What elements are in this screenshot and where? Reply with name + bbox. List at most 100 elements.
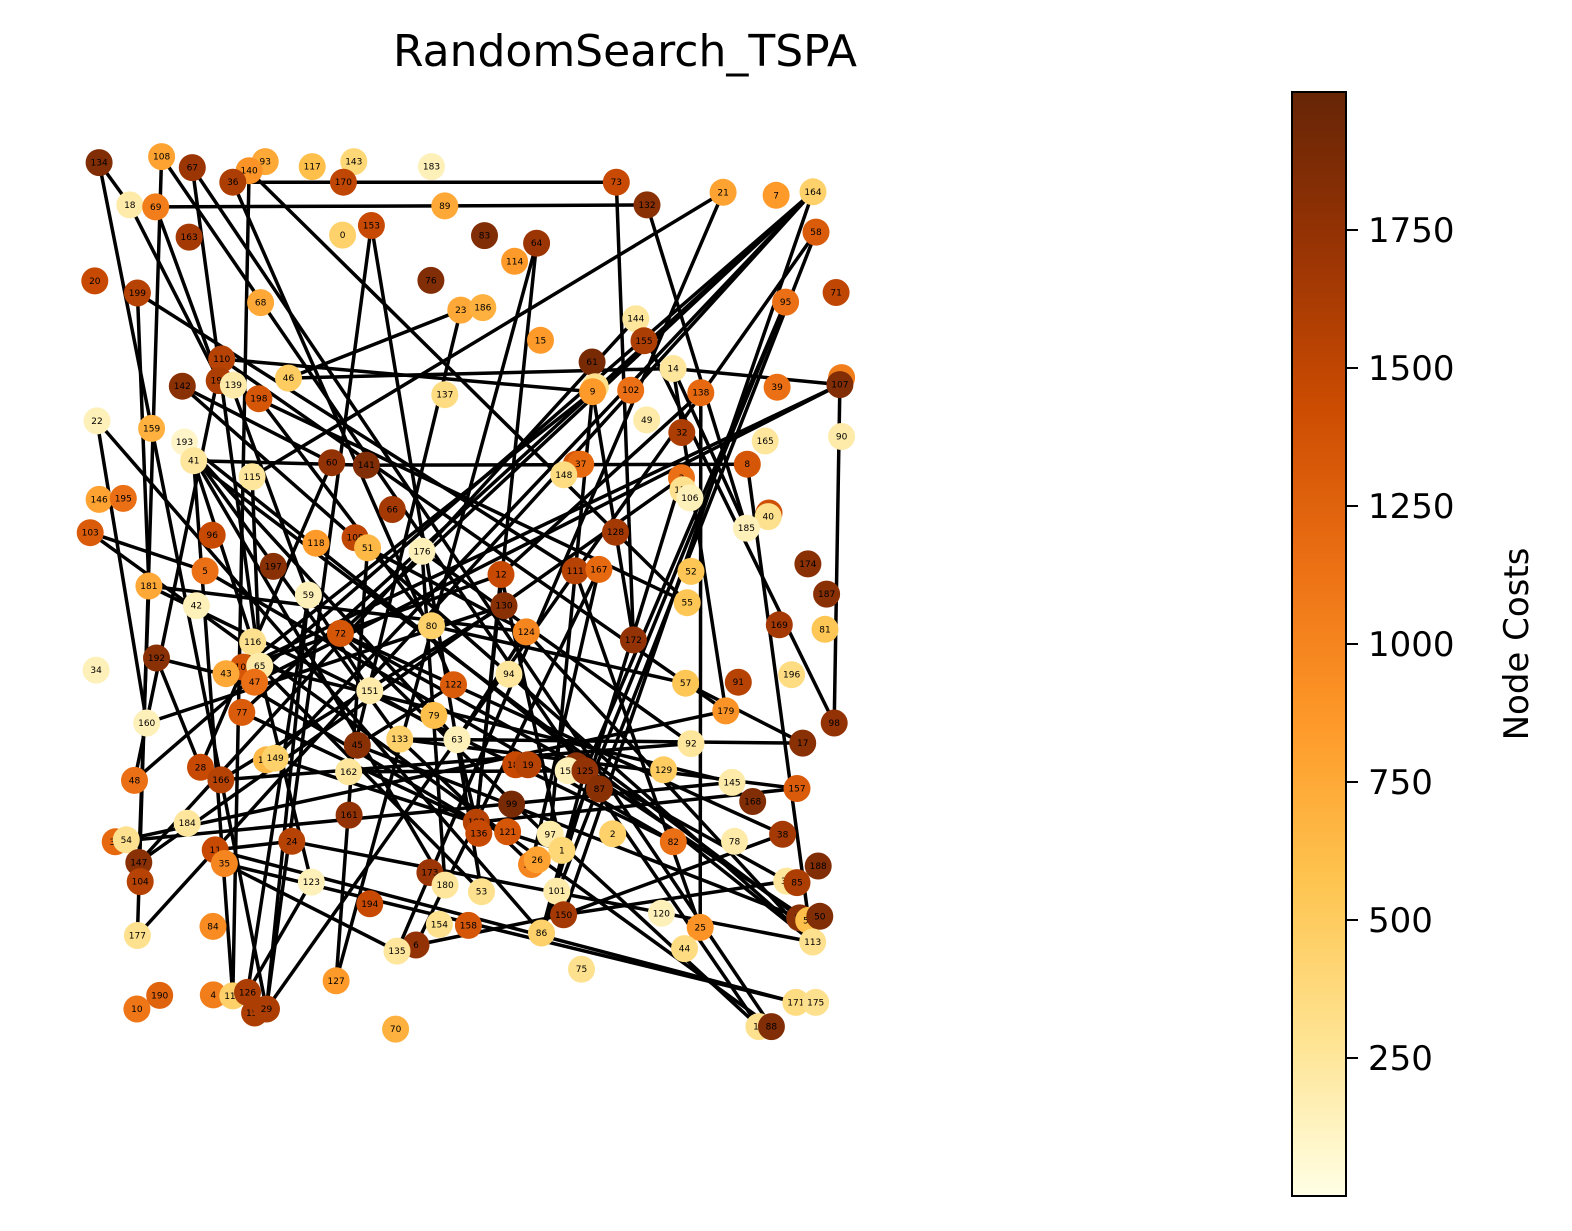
node-point xyxy=(259,552,287,580)
node-point xyxy=(733,450,761,478)
node-label: 46 xyxy=(283,374,295,384)
node-label: 180 xyxy=(437,881,454,891)
node-point xyxy=(219,371,247,399)
node-label: 73 xyxy=(611,178,622,188)
node-label: 34 xyxy=(90,666,102,676)
node-point xyxy=(109,484,137,512)
node-label: 37 xyxy=(575,460,586,470)
node-label: 133 xyxy=(391,735,408,745)
tour-edge xyxy=(128,204,221,382)
tour-edge xyxy=(251,190,725,479)
node-point xyxy=(514,751,542,779)
node-label: 146 xyxy=(91,495,108,505)
node-point xyxy=(85,485,113,513)
node-point xyxy=(804,852,832,880)
node-point xyxy=(383,937,411,965)
node-point xyxy=(633,191,661,219)
node-label: 21 xyxy=(717,188,728,198)
node-point xyxy=(418,153,445,181)
node-label: 0 xyxy=(340,231,346,241)
tour-edge xyxy=(356,683,455,747)
node-label: 162 xyxy=(340,768,357,778)
node-point xyxy=(329,221,357,249)
node-point xyxy=(85,149,113,177)
node-point xyxy=(630,327,658,355)
node-point xyxy=(219,168,247,196)
node-label: 28 xyxy=(195,763,207,773)
node-label: 7 xyxy=(773,191,779,201)
node-label: 36 xyxy=(227,178,239,188)
colorbar-tick-label: 500 xyxy=(1368,901,1433,941)
node-label: 123 xyxy=(303,878,320,888)
node-point xyxy=(490,592,518,620)
node-label: 104 xyxy=(132,878,149,888)
node-point xyxy=(143,644,170,672)
node-point xyxy=(182,592,210,620)
node-label: 66 xyxy=(387,506,399,516)
node-label: 17 xyxy=(797,739,808,749)
node-label: 141 xyxy=(358,461,375,471)
node-label: 40 xyxy=(762,513,774,523)
node-label: 8 xyxy=(744,460,750,470)
node-point xyxy=(650,756,678,784)
node-label: 168 xyxy=(744,798,761,808)
node-point xyxy=(561,557,589,585)
node-point xyxy=(568,955,595,983)
node-point xyxy=(123,922,151,949)
node-label: 97 xyxy=(544,830,555,840)
node-label: 124 xyxy=(518,628,535,638)
tour-edge xyxy=(334,242,539,982)
node-point xyxy=(454,911,482,939)
node-label: 166 xyxy=(212,776,229,786)
node-point xyxy=(180,447,208,475)
tour-edge xyxy=(183,440,814,944)
node-label: 63 xyxy=(451,736,462,746)
node-label: 20 xyxy=(89,277,101,287)
node-point xyxy=(352,451,380,479)
node-label: 26 xyxy=(531,856,543,866)
node-point xyxy=(578,348,606,376)
node-label: 128 xyxy=(607,528,624,538)
node-label: 126 xyxy=(239,988,256,998)
node-point xyxy=(571,757,599,785)
node-label: 6 xyxy=(413,941,419,951)
node-point xyxy=(468,878,495,906)
node-label: 140 xyxy=(241,167,258,177)
node-point xyxy=(799,928,827,956)
node-point xyxy=(418,612,445,640)
node-point xyxy=(253,995,280,1023)
node-point xyxy=(765,611,793,639)
node-label: 9 xyxy=(590,388,596,398)
node-label: 125 xyxy=(576,767,593,777)
node-label: 144 xyxy=(627,315,644,325)
node-label: 198 xyxy=(250,395,267,405)
node-point xyxy=(168,372,196,400)
node-label: 41 xyxy=(188,457,199,467)
node-point xyxy=(76,519,104,547)
node-point xyxy=(778,661,806,689)
colorbar: 250 500 750 1000 1250 1500 1750 Node Costs xyxy=(1291,91,1537,1197)
node-label: 72 xyxy=(335,629,346,639)
node-point xyxy=(83,407,111,435)
node-label: 91 xyxy=(733,678,744,688)
node-point xyxy=(378,496,406,523)
node-label: 79 xyxy=(428,711,440,721)
node-label: 42 xyxy=(191,602,202,612)
node-label: 192 xyxy=(148,654,165,664)
node-point xyxy=(757,1013,785,1041)
node-label: 35 xyxy=(219,860,230,870)
node-point xyxy=(431,871,459,899)
node-point xyxy=(335,758,363,786)
node-point xyxy=(709,178,737,206)
node-label: 115 xyxy=(244,473,261,483)
node-label: 183 xyxy=(423,163,440,173)
node-label: 105 xyxy=(235,663,252,673)
node-point xyxy=(677,730,705,758)
node-point xyxy=(751,427,779,455)
node-point xyxy=(245,385,273,413)
node-label: 110 xyxy=(213,355,230,365)
node-point xyxy=(783,869,811,897)
node-label: 89 xyxy=(439,202,451,212)
node-label: 193 xyxy=(176,438,193,448)
node-point xyxy=(599,820,627,848)
